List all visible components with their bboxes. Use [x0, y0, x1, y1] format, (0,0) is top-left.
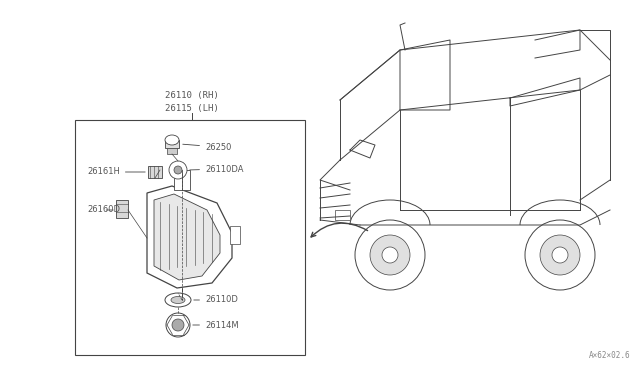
Circle shape — [166, 313, 190, 337]
Text: 26110DA: 26110DA — [190, 164, 243, 173]
Circle shape — [169, 161, 187, 179]
Text: A×62×02.6: A×62×02.6 — [588, 351, 630, 360]
Text: 26110 (RH): 26110 (RH) — [165, 91, 219, 100]
FancyArrowPatch shape — [311, 223, 367, 237]
Bar — [75, 120, 305, 355]
Polygon shape — [154, 194, 220, 280]
Bar — [165, 140, 179, 148]
Text: 26161H: 26161H — [87, 167, 145, 176]
Circle shape — [540, 235, 580, 275]
Bar — [167, 148, 177, 154]
Bar — [148, 166, 162, 178]
Ellipse shape — [171, 296, 185, 304]
Bar — [116, 200, 128, 218]
Circle shape — [382, 247, 398, 263]
Polygon shape — [147, 186, 232, 288]
Bar — [174, 170, 190, 190]
Text: 26115 (LH): 26115 (LH) — [165, 104, 219, 113]
Bar — [230, 226, 240, 244]
Text: 26110D: 26110D — [194, 295, 238, 305]
Text: 26160D: 26160D — [87, 205, 120, 215]
Circle shape — [174, 166, 182, 174]
Text: 26114M: 26114M — [193, 321, 239, 330]
Ellipse shape — [165, 135, 179, 145]
Circle shape — [370, 235, 410, 275]
Text: 26250: 26250 — [183, 142, 232, 151]
Ellipse shape — [165, 293, 191, 307]
Circle shape — [525, 220, 595, 290]
Bar — [335, 210, 350, 220]
Circle shape — [552, 247, 568, 263]
Circle shape — [172, 319, 184, 331]
Circle shape — [355, 220, 425, 290]
